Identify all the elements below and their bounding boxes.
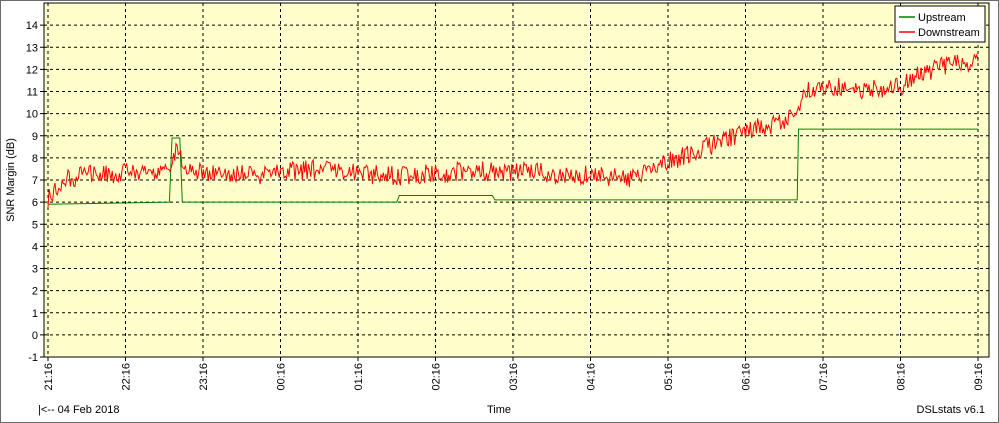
series-line-downstream <box>47 53 979 208</box>
y-tick-label: 7 <box>32 175 38 187</box>
y-tick-label: 11 <box>27 87 38 99</box>
y-tick-label: 8 <box>32 153 38 165</box>
x-tick-label: 02:16 <box>431 363 443 391</box>
series-line-upstream <box>47 128 978 205</box>
series-layer <box>47 53 979 208</box>
x-tick-labels: 21:16 22:16 23:16 00:16 01:16 02:16 03:16 04:16… <box>43 363 985 391</box>
x-tick-label: 08:16 <box>896 363 908 391</box>
x-tick-label: 04:16 <box>586 363 598 391</box>
legend-label: Upstream <box>918 12 966 24</box>
y-tick-label: 14 <box>26 20 38 32</box>
y-tick-label: 12 <box>26 64 38 76</box>
y-tick-label: -1 <box>28 352 38 364</box>
y-tick-label: 4 <box>32 241 38 253</box>
date-note: |<-- 04 Feb 2018 <box>38 404 120 416</box>
legend-label: Downstream <box>918 27 980 39</box>
x-tick-label: 23:16 <box>198 363 210 391</box>
x-tick-label: 06:16 <box>741 363 753 391</box>
x-tick-label: 21:16 <box>43 363 55 391</box>
x-tick-label: 07:16 <box>818 363 830 391</box>
x-tick-label: 05:16 <box>663 363 675 391</box>
y-tick-label: 0 <box>32 330 38 342</box>
y-tick-label: 13 <box>26 42 38 54</box>
x-tick-label: 22:16 <box>121 363 133 391</box>
y-axis-label: SNR Margin (dB) <box>5 138 17 222</box>
y-tick-label: 1 <box>32 308 38 320</box>
y-tick-label: 6 <box>32 197 38 209</box>
x-axis-label: Time <box>487 404 512 416</box>
legend: Upstream Downstream <box>894 5 986 43</box>
plot-area <box>43 2 990 358</box>
x-tick-label: 01:16 <box>353 363 365 391</box>
x-tick-label: 03:16 <box>508 363 520 391</box>
x-tick-label: 00:16 <box>276 363 288 391</box>
x-gridlines <box>47 3 979 361</box>
x-tick-label: 09:16 <box>973 363 985 391</box>
legend-box <box>894 5 986 43</box>
y-tick-label: 9 <box>32 131 38 143</box>
brand-label: DSLstats v6.1 <box>916 404 985 416</box>
y-tick-label: 3 <box>32 264 38 276</box>
y-tick-label: 10 <box>26 109 38 121</box>
y-tick-label: 2 <box>32 286 38 298</box>
y-gridlines <box>40 24 989 358</box>
y-tick-label: 5 <box>32 219 38 231</box>
